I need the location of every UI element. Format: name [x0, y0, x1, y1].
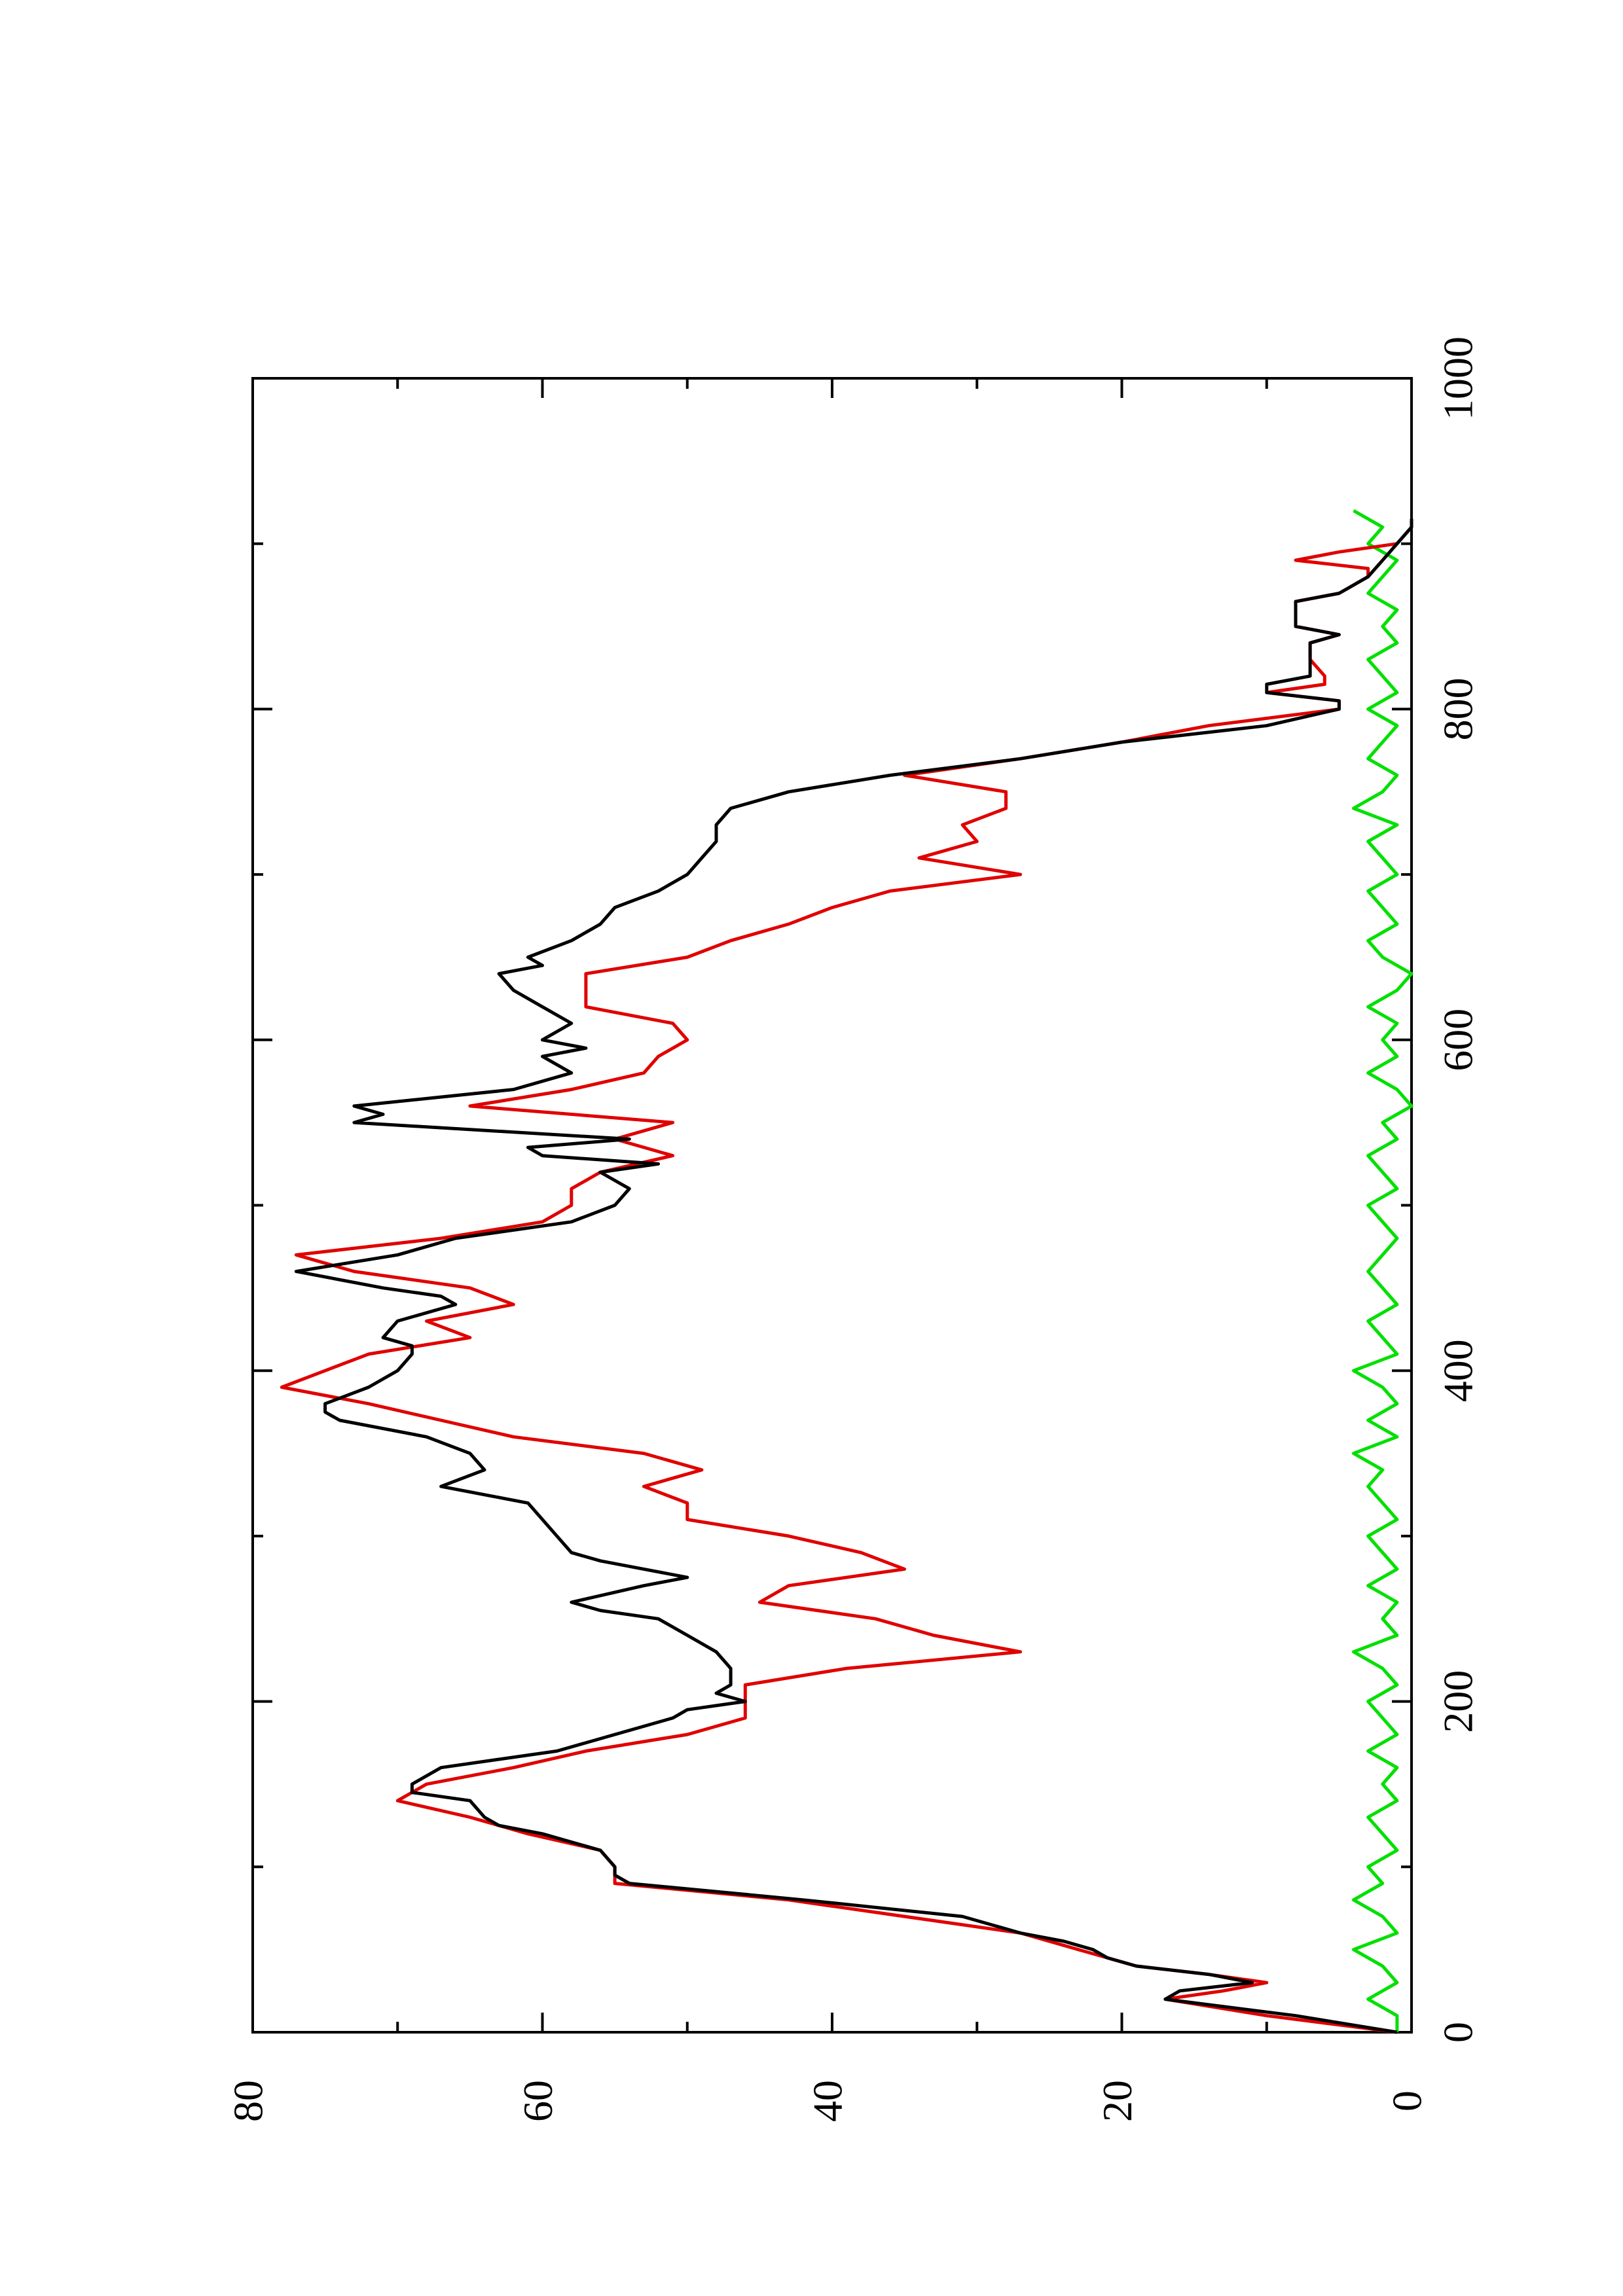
y-tick-label: 80	[225, 2080, 272, 2122]
x-tick-label: 200	[1435, 1670, 1482, 1733]
y-tick-label: 40	[805, 2080, 851, 2122]
axis-ticks	[251, 377, 1413, 2034]
x-tick-label: 600	[1435, 1009, 1482, 1071]
y-tick-label: 20	[1094, 2080, 1140, 2122]
series-lines	[280, 509, 1413, 2034]
x-tick-label: 800	[1435, 677, 1482, 740]
x-tick-label: 1000	[1435, 336, 1482, 420]
tick-labels: 0 200 400 600 800 1000 0 20 40 60 80	[225, 336, 1482, 2122]
x-tick-label: 0	[1435, 2022, 1482, 2043]
x-tick-label: 400	[1435, 1339, 1482, 1402]
y-tick-label: 60	[515, 2080, 561, 2122]
series-green-line	[1352, 509, 1413, 2032]
series-red-line	[280, 518, 1413, 2034]
series-black-line	[294, 518, 1413, 2034]
y-tick-label: 0	[1384, 2090, 1431, 2111]
